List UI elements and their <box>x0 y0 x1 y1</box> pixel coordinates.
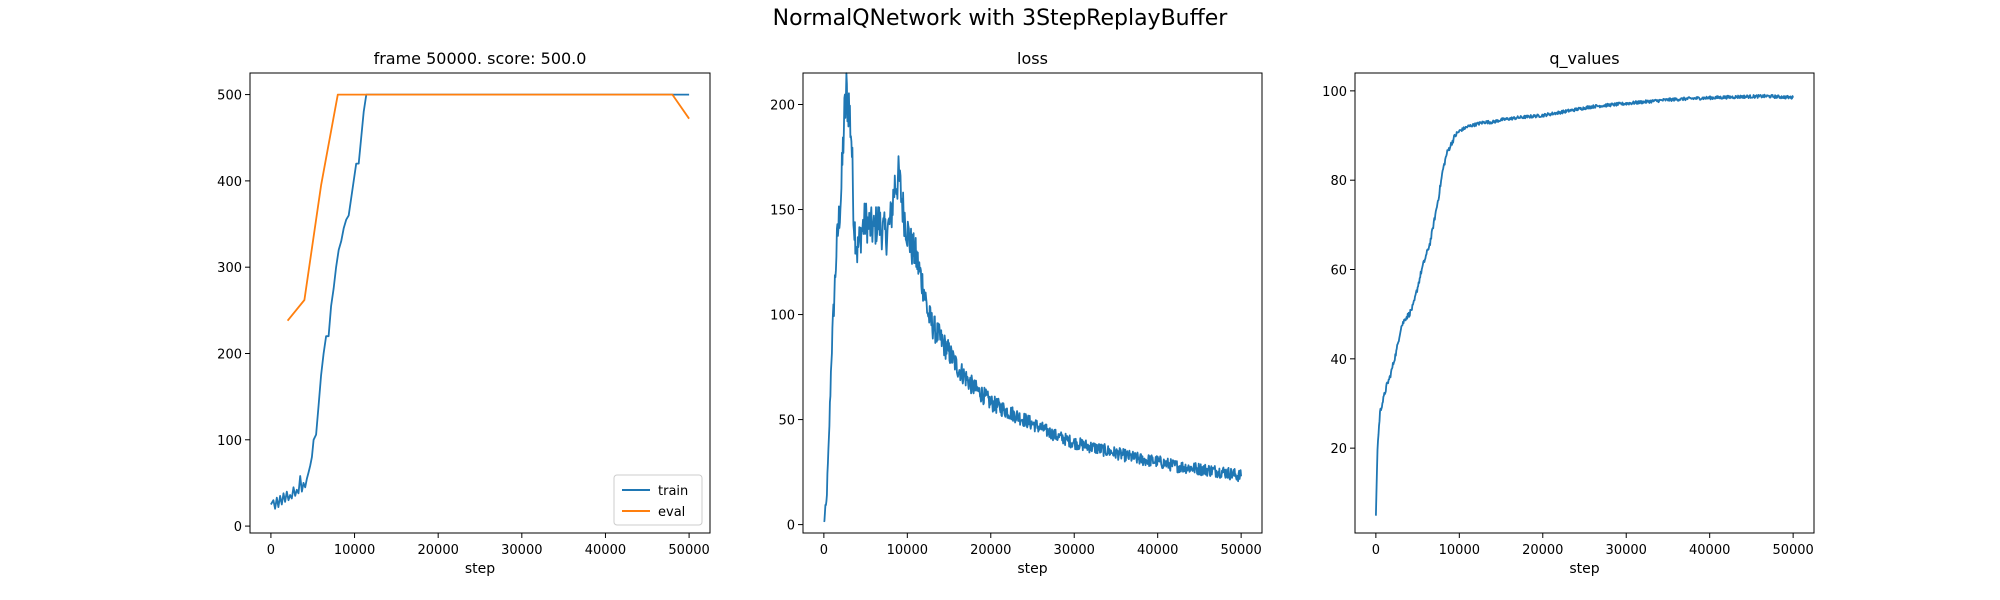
y-tick-label: 150 <box>770 204 795 219</box>
x-tick-label: 30000 <box>501 543 542 558</box>
x-tick-label: 0 <box>1372 543 1380 558</box>
x-tick-label: 40000 <box>585 543 626 558</box>
x-tick-label: 20000 <box>1522 543 1563 558</box>
y-tick-label: 100 <box>1322 85 1347 100</box>
x-tick-label: 0 <box>820 543 828 558</box>
x-tick-label: 10000 <box>334 543 375 558</box>
figure-title: NormalQNetwork with 3StepReplayBuffer <box>772 6 1228 31</box>
x-axis-label: step <box>1017 561 1047 577</box>
x-tick-label: 20000 <box>418 543 459 558</box>
x-tick-label: 10000 <box>1439 543 1480 558</box>
chart-panel-1: frame 50000. score: 500.00 10000 20000 3000… <box>217 49 711 577</box>
y-tick-label: 100 <box>770 309 795 324</box>
y-tick-label: 40 <box>1330 353 1347 368</box>
x-axis-label: step <box>1569 561 1599 577</box>
x-tick-label: 50000 <box>668 543 709 558</box>
y-tick-label: 50 <box>778 414 795 429</box>
x-tick-label: 10000 <box>887 543 928 558</box>
legend-label-train: train <box>658 484 688 499</box>
axes-frame <box>802 72 1263 534</box>
x-tick-label: 0 <box>267 543 275 558</box>
x-tick-label: 50000 <box>1220 543 1261 558</box>
x-tick-label: 20000 <box>970 543 1011 558</box>
y-tick-label: 200 <box>217 347 242 362</box>
y-tick-label: 60 <box>1330 264 1347 279</box>
y-tick-label: 300 <box>217 261 242 276</box>
y-tick-label: 80 <box>1330 174 1347 189</box>
y-tick-label: 200 <box>770 99 795 114</box>
chart-title: q_values <box>1549 49 1619 69</box>
y-tick-label: 400 <box>217 175 242 190</box>
chart-panel-2: loss 0 10000 20000 30000 40000 50000 0 50 100 150 2… <box>770 49 1263 577</box>
x-tick-label: 30000 <box>1606 543 1647 558</box>
x-tick-label: 40000 <box>1137 543 1178 558</box>
axes-frame <box>1354 72 1815 534</box>
x-tick-label: 50000 <box>1772 543 1813 558</box>
y-tick-label: 0 <box>787 519 795 534</box>
series-line-eval <box>286 93 690 322</box>
x-tick-label: 30000 <box>1054 543 1095 558</box>
axes-frame <box>249 72 711 534</box>
chart-title: loss <box>1017 49 1048 68</box>
x-axis-label: step <box>465 561 495 577</box>
y-tick-label: 20 <box>1330 442 1347 457</box>
chart-title: frame 50000. score: 500.0 <box>374 49 587 68</box>
y-tick-label: 100 <box>217 434 242 449</box>
x-tick-label: 40000 <box>1689 543 1730 558</box>
chart-panel-3: q_values 0 10000 20000 30000 40000 50000 20 40 60… <box>1322 49 1815 577</box>
series-line-train <box>270 93 690 510</box>
series-line-loss <box>823 72 1242 523</box>
series-line-q_values <box>1375 93 1794 516</box>
legend-label-eval: eval <box>658 505 685 520</box>
y-tick-label: 500 <box>217 89 242 104</box>
legend: train eval <box>613 474 703 526</box>
y-tick-label: 0 <box>234 520 242 535</box>
legend-box <box>613 474 703 526</box>
